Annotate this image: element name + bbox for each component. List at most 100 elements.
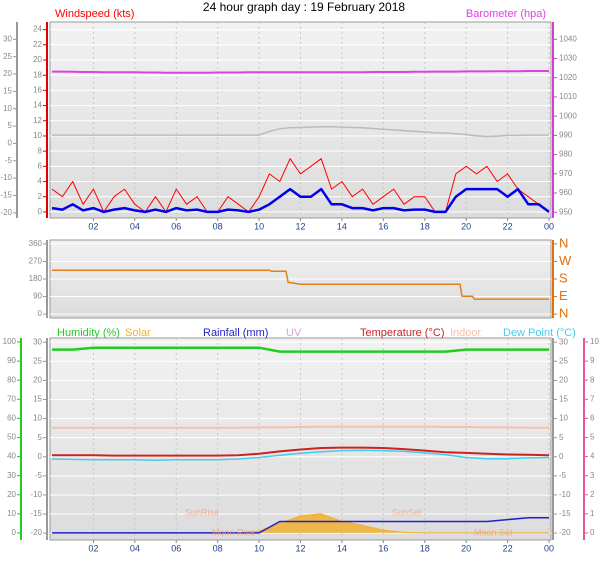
y-tick-label: 20 — [3, 69, 12, 78]
y-tick-label: 15 — [559, 395, 568, 404]
x-tick-label: 02 — [88, 543, 98, 553]
x-tick-label: 20 — [461, 221, 471, 231]
y-tick-label: S — [559, 270, 568, 285]
y-tick-label: 0 — [590, 528, 595, 537]
y-tick-label: -20 — [559, 528, 571, 537]
y-tick-label: 270 — [29, 257, 43, 266]
y-tick-label: -10 — [559, 490, 571, 499]
y-tick-label: 1 — [590, 509, 595, 518]
x-tick-label: 06 — [171, 543, 181, 553]
legend-label: Dew Point (°C) — [503, 327, 576, 339]
y-tick-label: -10 — [30, 490, 42, 499]
y-tick-label: 5 — [559, 433, 564, 442]
y-tick-label: 950 — [559, 207, 573, 216]
y-tick-label: 0 — [8, 139, 13, 148]
series-line — [52, 126, 549, 138]
x-tick-label: 14 — [337, 221, 347, 231]
series-line — [52, 346, 549, 353]
y-tick-label: 180 — [29, 274, 43, 283]
x-tick-label: 20 — [461, 543, 471, 553]
legend-label: Temperature (°C) — [360, 327, 444, 339]
y-tick-label: 40 — [7, 452, 16, 461]
annotation: SunRise — [185, 507, 219, 517]
y-tick-label: 7 — [590, 394, 595, 403]
y-tick-label: 10 — [33, 414, 42, 423]
y-tick-label: 5 — [590, 433, 595, 442]
y-tick-label: 5 — [38, 433, 43, 442]
y-tick-label: W — [559, 253, 572, 268]
x-tick-label: 16 — [378, 221, 388, 231]
y-tick-label: 20 — [33, 55, 42, 64]
x-tick-label: 00 — [544, 221, 554, 231]
y-tick-label: 4 — [38, 177, 43, 186]
y-tick-label: 2 — [38, 192, 43, 201]
x-tick-label: 12 — [295, 221, 305, 231]
series-line — [52, 516, 549, 534]
series-line — [51, 187, 550, 214]
y-tick-label: 360 — [29, 239, 43, 248]
legend-label: Indoor — [450, 327, 482, 339]
x-tick-label: 18 — [420, 221, 430, 231]
x-tick-label: 10 — [254, 221, 264, 231]
y-tick-label: 980 — [559, 150, 573, 159]
y-tick-label: 12 — [33, 116, 42, 125]
annotation: Moon Set — [474, 527, 513, 537]
y-tick-label: 1010 — [559, 92, 577, 101]
series-line — [52, 269, 549, 300]
series-line — [51, 449, 550, 461]
y-tick-label: 10 — [559, 414, 568, 423]
x-tick-label: 04 — [130, 543, 140, 553]
y-tick-label: 0 — [38, 309, 43, 318]
y-tick-label: 8 — [590, 375, 595, 384]
y-tick-label: 960 — [559, 188, 573, 197]
x-tick-label: 04 — [130, 221, 140, 231]
y-tick-label: 9 — [590, 356, 595, 365]
y-tick-label: 90 — [33, 292, 42, 301]
y-tick-label: -5 — [35, 471, 43, 480]
y-tick-label: 1030 — [559, 54, 577, 63]
x-tick-label: 18 — [420, 543, 430, 553]
x-tick-label: 00 — [544, 543, 554, 553]
y-tick-label: 6 — [590, 413, 595, 422]
y-tick-label: N — [559, 306, 568, 321]
y-tick-label: 25 — [559, 356, 568, 365]
y-tick-label: 0 — [38, 207, 43, 216]
x-tick-label: 22 — [503, 221, 513, 231]
x-tick-label: 06 — [171, 221, 181, 231]
y-tick-label: 30 — [3, 34, 12, 43]
y-tick-label: 6 — [38, 161, 43, 170]
series-line — [51, 158, 550, 213]
y-tick-label: 16 — [33, 85, 42, 94]
y-tick-label: 70 — [7, 394, 16, 403]
x-tick-label: 08 — [213, 221, 223, 231]
annotation: SunSet — [392, 507, 422, 517]
legend-label: Humidity (%) — [57, 327, 120, 339]
y-tick-label: 22 — [33, 40, 42, 49]
y-tick-label: -20 — [0, 208, 12, 217]
x-tick-label: 10 — [254, 543, 264, 553]
y-tick-label: 20 — [559, 375, 568, 384]
y-tick-label: -10 — [0, 173, 12, 182]
y-tick-label: 15 — [33, 395, 42, 404]
y-tick-label: 80 — [7, 375, 16, 384]
page-title: 24 hour graph day : 19 February 2018 — [203, 0, 405, 14]
y-tick-label: 2 — [590, 490, 595, 499]
y-tick-label: 0 — [559, 452, 564, 461]
y-tick-label: 24 — [33, 25, 42, 34]
axis-title: UV — [286, 327, 302, 339]
y-tick-label: 0 — [38, 452, 43, 461]
y-tick-label: 0 — [12, 528, 17, 537]
y-tick-label: 25 — [3, 52, 12, 61]
y-tick-label: 20 — [7, 490, 16, 499]
y-tick-label: 60 — [7, 413, 16, 422]
y-tick-label: 14 — [33, 101, 42, 110]
y-tick-label: 30 — [7, 471, 16, 480]
x-tick-label: 12 — [295, 543, 305, 553]
y-tick-label: -5 — [559, 471, 567, 480]
x-tick-label: 02 — [88, 221, 98, 231]
y-tick-label: 1040 — [559, 34, 577, 43]
y-tick-label: -15 — [559, 509, 571, 518]
y-tick-label: 5 — [8, 121, 13, 130]
y-tick-label: 8 — [38, 146, 43, 155]
y-tick-label: -5 — [5, 156, 13, 165]
